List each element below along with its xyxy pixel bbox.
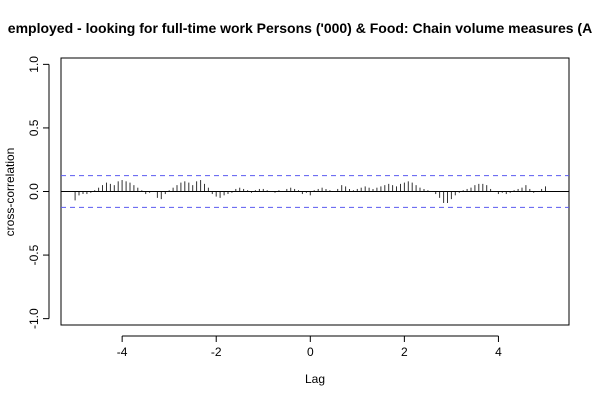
chart-title: employed - looking for full-time work Pe… <box>8 20 592 36</box>
x-tick-label: 4 <box>495 345 502 359</box>
y-axis-label: cross-correlation <box>3 148 17 237</box>
x-tick-label: 0 <box>307 345 314 359</box>
y-tick-label: 0.5 <box>27 119 41 136</box>
y-tick-label: -0.5 <box>27 244 41 265</box>
bars-group <box>74 180 546 203</box>
y-tick-label: 1.0 <box>27 56 41 73</box>
y-axis: -1.0 -0.5 0.0 0.5 1.0 <box>27 56 50 329</box>
x-axis-label: Lag <box>305 372 325 386</box>
x-tick-label: -2 <box>211 345 222 359</box>
y-tick-label: -1.0 <box>27 308 41 329</box>
y-tick-label: 0.0 <box>27 183 41 200</box>
x-tick-label: -4 <box>117 345 128 359</box>
x-axis: -4 -2 0 2 4 <box>117 335 502 359</box>
x-tick-label: 2 <box>401 345 408 359</box>
